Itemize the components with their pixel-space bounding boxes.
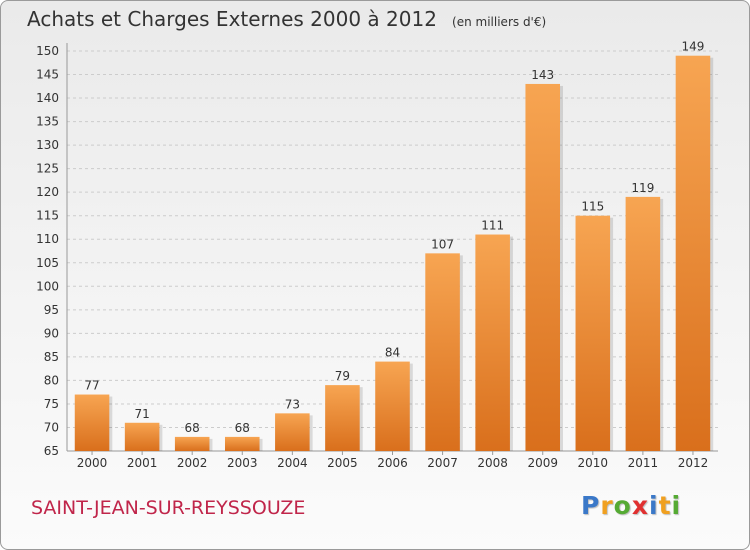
x-tick-label: 2009 (527, 456, 558, 470)
y-tick-label: 145 (36, 68, 59, 82)
bar-2005 (325, 385, 360, 451)
brand-letter: i (649, 491, 659, 520)
axis-layer: 65 70 75 80 85 90 95 100 105 110 115 120 125 130 135 14… (36, 43, 718, 470)
y-tick-label: 110 (36, 232, 59, 246)
y-tick-label: 115 (36, 209, 59, 223)
data-label: 111 (481, 219, 504, 233)
y-tick-label: 85 (44, 350, 59, 364)
brand-letter: o (613, 491, 632, 520)
x-tick-label: 2010 (578, 456, 609, 470)
y-tick-label: 75 (44, 397, 59, 411)
x-tick-label: 2000 (77, 456, 108, 470)
y-tick-label: 105 (36, 256, 59, 270)
data-label: 84 (385, 346, 400, 360)
bar-2003 (224, 436, 260, 451)
y-tick-label: 90 (44, 326, 59, 340)
chart-unit: (en milliers d'€) (452, 15, 547, 29)
brand-letter: r (600, 491, 614, 520)
x-tick-label: 2005 (327, 456, 358, 470)
brand-letter: i (671, 491, 682, 520)
x-tick-label: 2012 (678, 456, 709, 470)
y-tick-label: 120 (36, 185, 59, 199)
label-layer: 77 71 68 68 73 79 84 107 111 143 115 119 149 (84, 40, 704, 435)
bar-2010 (575, 215, 611, 451)
bar-2007 (425, 253, 460, 451)
bar-layer (74, 55, 714, 452)
brand-letter: t (658, 491, 672, 520)
x-tick-label: 2002 (177, 456, 208, 470)
data-label: 119 (631, 181, 654, 195)
brand-letter: P (581, 491, 601, 520)
bar-2001 (124, 422, 160, 451)
bar-2009 (525, 83, 561, 452)
data-label: 73 (285, 397, 300, 411)
commune-name: SAINT-JEAN-SUR-REYSSOUZE (31, 497, 306, 519)
bar-2011 (625, 196, 661, 451)
data-label: 77 (84, 379, 99, 393)
brand-logo: Proxiti (581, 491, 681, 520)
y-tick-label: 65 (44, 444, 59, 458)
bar-2002 (174, 436, 210, 451)
data-label: 79 (335, 369, 350, 383)
y-tick-label: 70 (44, 420, 59, 434)
y-tick-label: 95 (44, 303, 59, 317)
data-label: 143 (531, 68, 554, 82)
chart-title: Achats et Charges Externes 2000 à 2012 (27, 7, 437, 31)
bar-2008 (475, 234, 510, 451)
y-tick-label: 140 (36, 91, 59, 105)
bar-2012 (675, 55, 711, 452)
y-tick-label: 150 (36, 44, 59, 58)
x-tick-label: 2007 (427, 456, 458, 470)
bar-2006 (375, 361, 410, 451)
data-label: 68 (235, 421, 250, 435)
y-tick-label: 80 (44, 373, 59, 387)
x-tick-label: 2006 (377, 456, 408, 470)
x-tick-label: 2001 (127, 456, 158, 470)
x-tick-label: 2004 (277, 456, 308, 470)
bar-2000 (74, 394, 110, 451)
data-label: 71 (134, 407, 149, 421)
y-tick-label: 100 (36, 279, 59, 293)
data-label: 107 (431, 237, 454, 251)
data-label: 115 (581, 200, 604, 214)
title-row: Achats et Charges Externes 2000 à 2012 (… (27, 7, 546, 31)
data-label: 68 (185, 421, 200, 435)
x-tick-label: 2011 (628, 456, 659, 470)
data-label: 149 (682, 40, 705, 54)
y-tick-label: 125 (36, 162, 59, 176)
x-tick-label: 2003 (227, 456, 258, 470)
y-tick-label: 135 (36, 115, 59, 129)
x-tick-label: 2008 (477, 456, 508, 470)
y-tick-label: 130 (36, 138, 59, 152)
bar-2004 (275, 413, 310, 451)
brand-letter: x (631, 491, 649, 520)
